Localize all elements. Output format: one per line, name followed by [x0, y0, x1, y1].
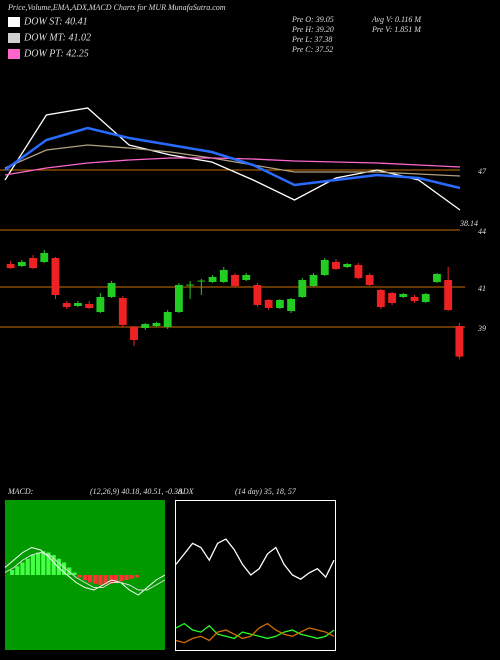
- macd-bar: [108, 575, 113, 584]
- macd-label: MACD:: [7, 487, 34, 496]
- candle-body: [354, 265, 363, 278]
- candle-body: [96, 297, 105, 312]
- y-tick-label: 39: [477, 324, 486, 333]
- candle-body: [421, 294, 430, 302]
- stat: Pre C: 37.52: [291, 45, 333, 54]
- macd-bar: [129, 575, 134, 579]
- candle-body: [433, 274, 441, 282]
- macd-bar: [119, 575, 124, 582]
- candle-body: [343, 264, 352, 267]
- macd-line: [4, 546, 166, 596]
- candle-body: [399, 294, 408, 297]
- candle-body: [85, 304, 94, 308]
- candle-body: [51, 258, 60, 295]
- candle-body: [163, 312, 172, 327]
- macd-params: (12,26,9) 40.18, 40.51, -0.38: [90, 487, 182, 496]
- adx-label: ADX: [177, 487, 195, 496]
- page-title: Price,Volume,EMA,ADX,MACD Charts for MUR…: [7, 3, 226, 12]
- candle-body: [410, 297, 419, 301]
- candle-body: [309, 275, 318, 286]
- y-tick-label: 41: [478, 284, 486, 293]
- macd-bar: [20, 562, 25, 575]
- macd-bar: [51, 555, 56, 575]
- candle-body: [253, 285, 262, 305]
- candle-body: [107, 283, 116, 297]
- macd-bar: [41, 551, 46, 575]
- legend-swatch: [8, 49, 20, 59]
- macd-bar: [25, 558, 30, 575]
- legend-label: DOW MT: 41.02: [23, 32, 91, 43]
- candle-body: [197, 280, 206, 282]
- candle-body: [287, 299, 296, 311]
- series-line: [175, 622, 335, 644]
- series-line: [175, 622, 335, 640]
- legend-label: DOW PT: 42.25: [23, 48, 89, 59]
- legend-swatch: [8, 33, 20, 43]
- macd-bar: [62, 562, 67, 575]
- candle-body: [275, 300, 284, 308]
- stat: Avg V: 0.116 M: [371, 15, 422, 24]
- candle-body: [130, 327, 138, 340]
- stat: Pre H: 39.20: [291, 25, 334, 34]
- candle-body: [388, 293, 396, 303]
- series-line: [4, 126, 461, 190]
- candle-body: [242, 275, 251, 280]
- macd-bar: [77, 575, 82, 578]
- candle-body: [332, 262, 340, 269]
- macd-bar: [10, 570, 15, 575]
- candle-body: [40, 253, 49, 262]
- candle-body: [174, 285, 183, 312]
- price-annotation: 38.14: [459, 219, 478, 228]
- candle-body: [376, 290, 385, 307]
- y-tick-label: 47: [478, 167, 487, 176]
- macd-bar: [103, 575, 108, 585]
- macd-bar: [114, 575, 119, 583]
- stat: Pre L: 37.38: [291, 35, 332, 44]
- candle-body: [365, 275, 374, 285]
- macd-bar: [30, 555, 35, 575]
- macd-bar: [82, 575, 87, 580]
- adx-params: (14 day) 35, 18, 57: [235, 487, 297, 496]
- candle-body: [264, 300, 273, 308]
- candle-body: [74, 303, 82, 306]
- stat: Pre O: 39.05: [291, 15, 334, 24]
- candle-body: [17, 262, 26, 266]
- macd-bar: [15, 566, 20, 575]
- macd-bar: [98, 575, 103, 585]
- candle-body: [298, 280, 307, 297]
- macd-bar: [88, 575, 93, 583]
- candle-body: [62, 303, 71, 307]
- legend-swatch: [8, 17, 20, 27]
- candle-body: [444, 280, 453, 310]
- candle-body: [6, 264, 15, 268]
- legend-label: DOW ST: 40.41: [23, 16, 88, 27]
- macd-bar: [93, 575, 98, 584]
- candle-body: [219, 270, 228, 282]
- series-line: [175, 538, 335, 580]
- macd-bar: [56, 558, 61, 575]
- candle-body: [455, 326, 464, 357]
- macd-bar: [46, 552, 51, 575]
- adx-panel: [175, 500, 336, 651]
- macd-bar: [124, 575, 129, 580]
- series-line: [4, 144, 461, 177]
- candle-body: [320, 260, 329, 275]
- macd-line: [4, 551, 166, 591]
- candle-body: [152, 323, 161, 326]
- candle-body: [118, 298, 127, 325]
- y-tick-label: 44: [478, 227, 486, 236]
- series-line: [4, 107, 461, 211]
- candle-body: [231, 275, 239, 286]
- macd-bar: [36, 552, 41, 575]
- stat: Pre V: 1.851 M: [371, 25, 422, 34]
- candle-body: [29, 258, 37, 268]
- candle-body: [186, 284, 195, 286]
- candle-body: [141, 324, 150, 328]
- macd-bar: [72, 572, 77, 575]
- macd-bar: [134, 575, 139, 578]
- candle-body: [208, 277, 217, 282]
